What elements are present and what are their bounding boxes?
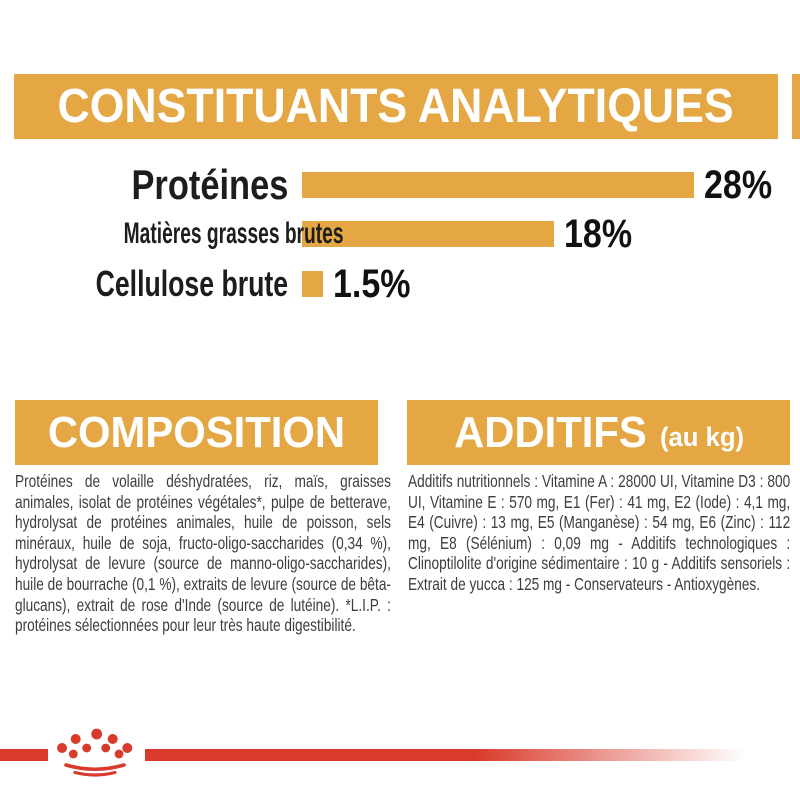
chart-row-proteines: Protéines 28% [0,161,784,208]
additifs-unit: (au kg) [659,422,744,452]
bar-cellulose [302,271,323,297]
bar-value-cellulose: 1.5% [333,261,411,306]
additifs-body: Additifs nutritionnels : Vitamine A : 28… [408,471,791,594]
header-band-edge-fragment [792,74,800,139]
bar-value-matieres-grasses: 18% [564,211,633,256]
brand-rule-left [0,749,48,761]
chart-label-proteines: Protéines [131,161,288,208]
bar-matieres-grasses [302,221,554,247]
brand-rule-right [145,749,745,761]
bar-proteines [302,172,694,198]
analytic-constituents-title: CONSTITUANTS ANALYTIQUES [57,80,735,133]
bar-value-proteines: 28% [704,162,773,207]
composition-title: COMPOSITION [47,407,346,457]
royal-canin-crown-icon [57,728,133,777]
chart-row-cellulose: Cellulose brute 1.5% [0,262,424,306]
chart-label-cellulose: Cellulose brute [95,263,288,304]
composition-body: Protéines de volaille déshydratées, riz,… [15,471,391,636]
chart-row-matieres-grasses: Matières grasses brutes 18% [0,212,644,256]
chart-label-matieres-grasses: Matières grasses brutes [123,217,344,250]
analytic-constituents-header: CONSTITUANTS ANALYTIQUES [14,74,778,139]
composition-header: COMPOSITION [15,400,378,465]
additifs-header: ADDITIFS (au kg) [407,400,790,465]
additifs-title: ADDITIFS [453,407,647,457]
